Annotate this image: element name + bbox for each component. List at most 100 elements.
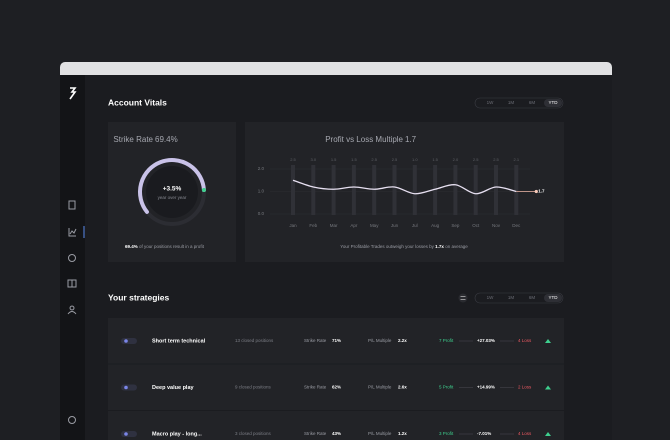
row-badge-dot [124,432,128,436]
bar-label: 2.5 [392,157,398,162]
nav-icon[interactable] [68,416,76,424]
card-value: 1.7 [405,135,417,144]
profit-count: 7 Profit [439,338,454,343]
card [245,122,564,262]
row-badge [121,384,137,391]
profit-count: 3 Profit [439,431,454,436]
month-rail [494,165,498,215]
strike-label: Strike Rate [304,338,327,343]
pl-label: P/L Multiple [368,338,392,343]
period-option[interactable]: 6M [529,100,536,105]
bar-label: 1.5 [432,157,438,162]
strike-value: 62% [332,385,341,390]
month-rail [453,165,458,215]
period-option[interactable]: 1M [508,100,515,105]
x-tick-label: Oct [472,223,480,228]
period-toggle [474,97,564,109]
gauge-core [146,166,198,218]
closed-positions: 3 closed positions [235,431,272,436]
pl-label: P/L Multiple [368,431,392,436]
month-rail [392,165,397,215]
strike-value: 71% [332,338,341,343]
period-option[interactable]: 1W [487,295,495,300]
profit-count: 5 Profit [439,385,454,390]
x-tick-label: Aug [431,223,440,228]
profit-loss-line [292,179,517,195]
card-footnote: Your Profitable Trades outweigh your los… [340,244,468,249]
bar-label: 3.0 [311,157,317,162]
period-option[interactable]: YTD [549,100,559,105]
return-value: +27.03% [477,338,495,343]
nav-icon[interactable] [68,228,77,237]
period-option[interactable]: 6M [529,295,536,300]
footnote-text: Your Profitable Trades outweigh your los… [340,244,434,249]
card-value: 69.4% [155,135,178,144]
expand-toggle[interactable] [545,432,551,436]
strike-value: 43% [332,431,341,436]
bar-label: 2.5 [473,157,479,162]
bar-label: 1.5 [331,157,337,162]
gauge-caption: year over year [158,195,187,200]
month-rail [331,165,336,215]
logo[interactable] [69,87,77,100]
loss-count: 4 Loss [518,338,532,343]
month-rail [433,165,438,215]
card-title: Profit vs Loss Multiple [325,135,403,144]
strike-label: Strike Rate [304,431,327,436]
pl-value: 2.2x [398,338,407,343]
section-title: Account Vitals [108,97,167,107]
gauge-change: +3.5% [163,186,182,193]
strategy-name: Deep value play [152,385,195,391]
month-rail [372,165,377,215]
nav-icon[interactable] [67,305,77,315]
footnote-value: 69.4% [125,244,138,249]
x-tick-label: Jul [412,223,418,228]
loss-count: 4 Loss [518,431,532,436]
bar-label: 2.5 [371,157,377,162]
row-badge-dot [124,339,128,343]
footnote-value: 1.7x [435,244,444,249]
y-tick-label: 2.0 [258,166,265,171]
bar-label: 2.0 [453,157,459,162]
nav-icon[interactable] [68,254,76,262]
pl-value: 2.6x [398,385,407,390]
closed-positions: 13 closed positions [235,338,274,343]
strategy-row[interactable] [108,364,564,411]
month-rail [311,165,316,215]
expand-toggle[interactable] [545,339,551,343]
end-label: 1.7 [538,189,545,194]
x-tick-label: Sep [451,223,460,228]
period-active [544,294,562,302]
strategy-row[interactable] [108,318,564,364]
return-value: -7.01% [477,431,491,436]
x-tick-label: Jun [391,223,399,228]
y-tick-label: 1.0 [258,189,265,194]
return-value: +14.99% [477,385,495,390]
nav-icon[interactable] [68,200,76,210]
x-tick-label: May [370,223,379,228]
row-badge [121,431,137,437]
footnote-text: of your positions result in a profit [139,244,205,249]
period-active [544,99,562,107]
filter-button[interactable] [458,293,468,303]
strategy-row[interactable] [108,411,564,440]
pl-label: P/L Multiple [368,385,392,390]
nav-icon[interactable] [67,279,77,288]
period-option[interactable]: 1W [487,100,495,105]
expand-toggle[interactable] [545,385,551,390]
month-rail [351,165,356,215]
x-tick-label: Apr [350,223,358,228]
x-tick-label: Dec [512,223,521,228]
strategy-name: Macro play - long... [152,431,202,437]
sidebar [60,75,85,440]
gauge-arc [138,158,206,214]
period-option[interactable]: YTD [549,295,559,300]
x-tick-label: Mar [330,223,338,228]
x-tick-label: Feb [309,223,317,228]
bar-label: 2.1 [514,157,520,162]
period-option[interactable]: 1M [508,295,515,300]
pl-value: 1.2x [398,431,407,436]
strategy-name: Short term technical [152,338,206,344]
